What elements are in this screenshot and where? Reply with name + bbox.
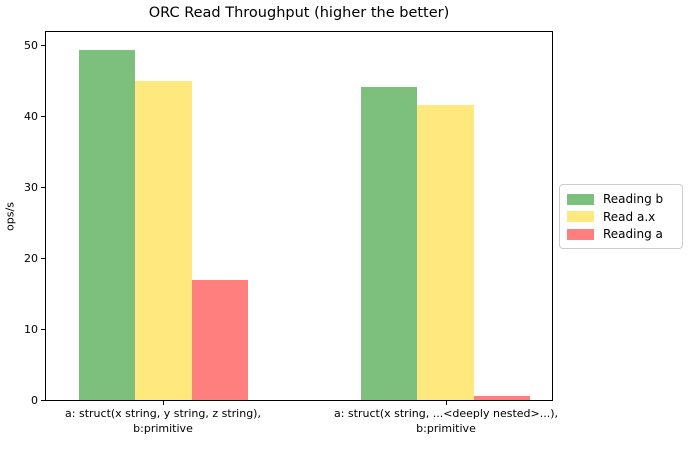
legend-swatch-read-a-x bbox=[567, 211, 594, 222]
legend-row: Read a.x bbox=[567, 209, 674, 225]
legend-label: Read a.x bbox=[603, 209, 656, 224]
legend-row: Reading a bbox=[567, 226, 674, 242]
legend-row: Reading b bbox=[567, 191, 674, 207]
y-tick-label: 20 bbox=[24, 251, 38, 265]
y-tick-mark bbox=[41, 399, 45, 401]
bar-reading-b-group1 bbox=[78, 50, 136, 400]
legend-swatch-reading-b bbox=[567, 193, 594, 205]
x-category-label: a: struct(x string, y string, z string),… bbox=[65, 407, 261, 435]
plot-area bbox=[45, 31, 553, 401]
y-tick-label: 10 bbox=[24, 322, 38, 336]
bar-reading-a-group2 bbox=[473, 395, 531, 400]
x-tick-mark bbox=[446, 401, 447, 405]
legend: Reading b Read a.x Reading a bbox=[559, 184, 683, 249]
y-tick-mark bbox=[41, 186, 45, 188]
x-category-label: a: struct(x string, ...<deeply nested>..… bbox=[333, 407, 559, 435]
legend-swatch-reading-a bbox=[567, 228, 594, 240]
chart-title: ORC Read Throughput (higher the better) bbox=[148, 5, 450, 21]
bar-reading-a-group1 bbox=[191, 279, 249, 400]
y-tick-mark bbox=[41, 257, 45, 259]
legend-label: Reading a bbox=[603, 227, 663, 241]
legend-label: Reading b bbox=[603, 192, 664, 206]
bar-read-a-x-group2 bbox=[417, 104, 474, 400]
y-tick-mark bbox=[41, 328, 45, 330]
y-tick-mark bbox=[41, 44, 45, 46]
x-tick-mark bbox=[163, 401, 164, 405]
bar-read-a-x-group1 bbox=[135, 80, 192, 400]
y-tick-label: 30 bbox=[24, 180, 38, 194]
y-tick-label: 40 bbox=[24, 109, 38, 123]
bar-reading-b-group2 bbox=[360, 86, 418, 400]
y-tick-mark bbox=[41, 115, 45, 117]
y-tick-label: 0 bbox=[31, 393, 38, 407]
y-tick-label: 50 bbox=[24, 38, 38, 52]
